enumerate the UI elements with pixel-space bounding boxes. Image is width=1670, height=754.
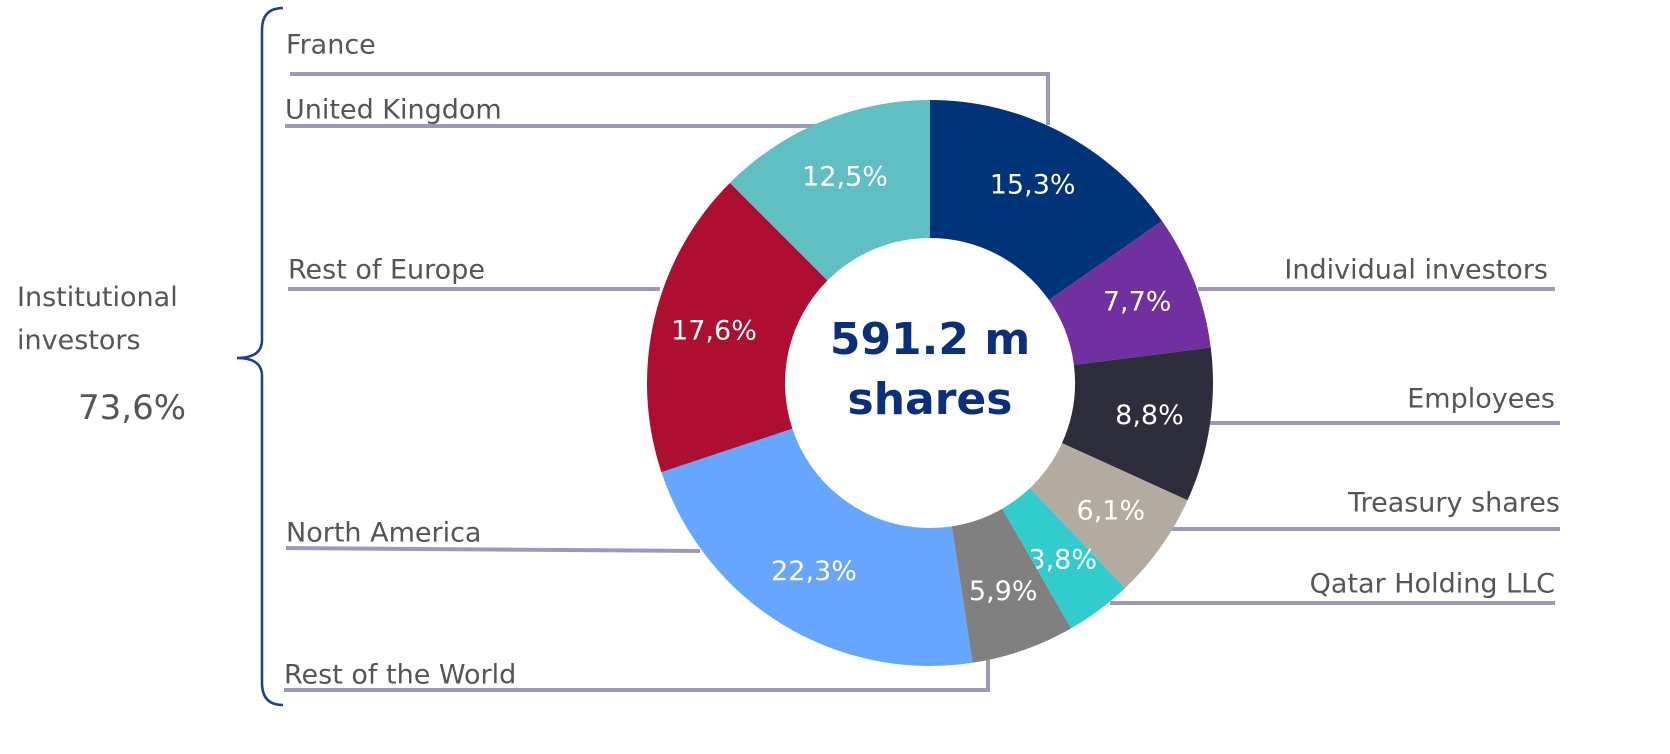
category-label: United Kingdom	[285, 95, 502, 126]
donut-slice	[647, 182, 828, 473]
donut-slice	[1061, 347, 1213, 501]
group-bracket	[236, 6, 284, 707]
value-label: 5,9%	[969, 576, 1038, 607]
leader-line	[290, 72, 1050, 125]
category-label: North America	[286, 518, 481, 549]
value-label: 17,6%	[671, 315, 757, 346]
category-label: Individual investors	[1284, 255, 1548, 286]
leader-line	[285, 546, 701, 553]
donut-slice	[930, 100, 1163, 300]
category-label: France	[286, 30, 376, 61]
value-label: 8,8%	[1115, 400, 1184, 431]
donut-slice	[1048, 221, 1211, 365]
donut-slice	[1002, 488, 1126, 629]
donut-slice	[1029, 443, 1188, 589]
value-label: 7,7%	[1103, 287, 1172, 318]
donut-slice	[729, 100, 930, 281]
category-label: Rest of Europe	[288, 255, 485, 286]
center-label: 591.2 m shares	[829, 314, 1031, 425]
category-label: Rest of the World	[284, 660, 516, 691]
donut-slice	[951, 508, 1071, 663]
category-label: Employees	[1407, 384, 1555, 415]
group-label: Institutional investors	[17, 282, 178, 356]
category-label: Qatar Holding LLC	[1310, 569, 1555, 600]
value-label: 6,1%	[1077, 495, 1146, 526]
group-value: 73,6%	[78, 388, 187, 428]
category-label: Treasury shares	[1347, 488, 1560, 519]
value-label: 22,3%	[771, 556, 857, 587]
value-label: 12,5%	[802, 161, 888, 192]
value-label: 3,8%	[1028, 544, 1097, 575]
donut-slice	[661, 428, 973, 667]
value-label: 15,3%	[990, 170, 1076, 201]
leader-line	[284, 660, 990, 692]
